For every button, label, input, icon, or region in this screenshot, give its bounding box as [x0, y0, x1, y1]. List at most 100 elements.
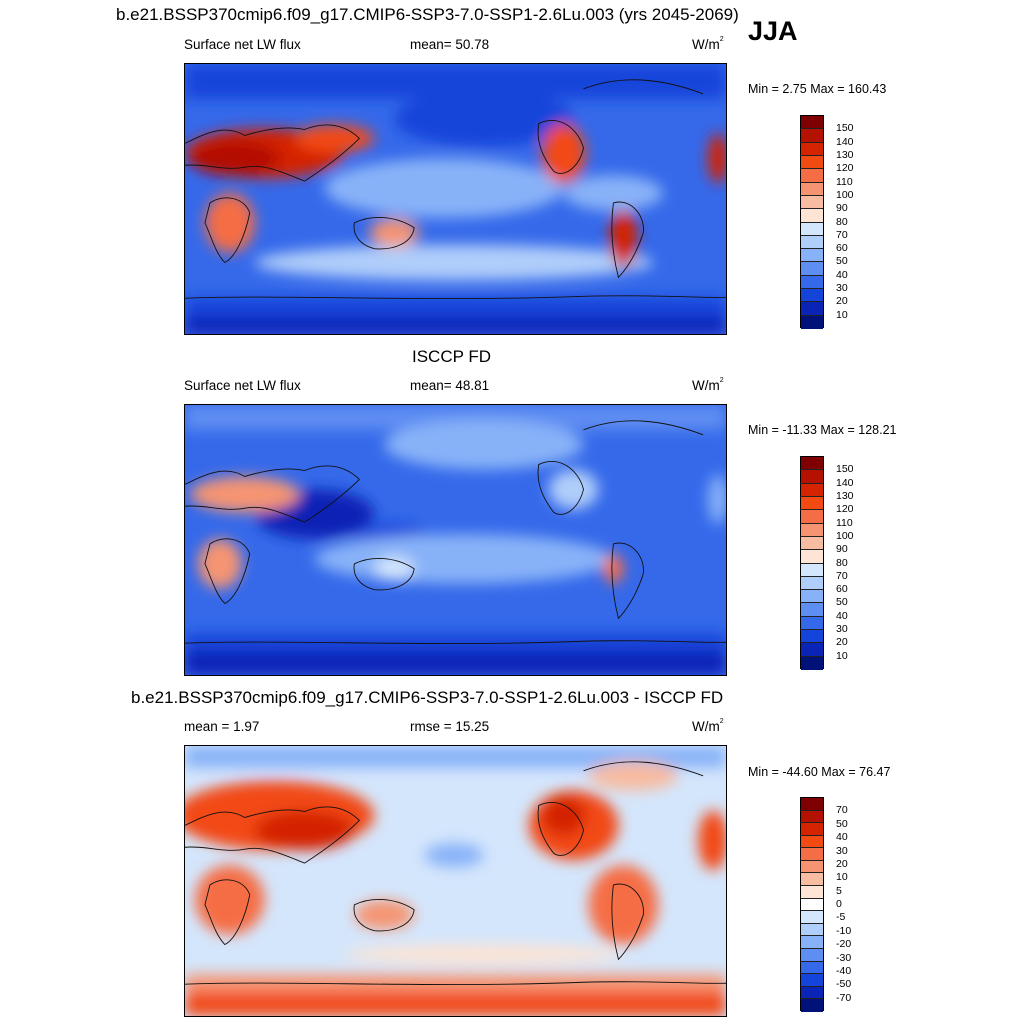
panel-3-map-canvas: [185, 746, 726, 1016]
colorbar-segment: [801, 974, 823, 987]
panel-3-minmax: Min = -44.60 Max = 76.47: [748, 765, 891, 779]
colorbar-tick-label: 40: [836, 831, 848, 844]
colorbar-segment: [801, 860, 823, 874]
colorbar-tick-label: 90: [836, 202, 848, 215]
panel-2-title: ISCCP FD: [412, 347, 492, 366]
colorbar-tick-label: 80: [836, 215, 848, 228]
colorbar-tick-label: 5: [836, 884, 842, 897]
colorbar-tick-label: 20: [836, 636, 848, 649]
panel-1-title: b.e21.BSSP370cmip6.f09_g17.CMIP6-SSP3-7.…: [116, 5, 739, 24]
colorbar-tick-label: 50: [836, 596, 848, 609]
colorbar-segment: [801, 155, 823, 170]
panel-1-map-canvas: [185, 64, 726, 334]
colorbar-segment: [801, 209, 823, 223]
colorbar-tick-label: 70: [836, 228, 848, 241]
colorbar-segment: [801, 195, 823, 210]
colorbar-segment: [801, 798, 823, 811]
colorbar-segment: [801, 911, 823, 924]
colorbar-segment: [801, 275, 823, 290]
panel-2-map: [184, 404, 727, 676]
colorbar-tick-label: 140: [836, 476, 854, 489]
colorbar-tick-label: 120: [836, 162, 854, 175]
colorbar-tick-label: 150: [836, 122, 854, 135]
colorbar-segment: [801, 823, 823, 836]
colorbar-tick-label: 20: [836, 857, 848, 870]
colorbar-segment: [801, 986, 823, 1000]
colorbar-tick-label: 100: [836, 188, 854, 201]
colorbar-segment: [801, 630, 823, 644]
colorbar-segment: [801, 550, 823, 564]
colorbar-segment: [801, 142, 823, 156]
colorbar-segment: [801, 886, 823, 899]
panel-1-mean-label: mean= 50.78: [410, 37, 490, 52]
colorbar-segment: [801, 898, 823, 912]
colorbar-segment: [801, 936, 823, 949]
colorbar-tick-label: 70: [836, 569, 848, 582]
colorbar-tick-label: 30: [836, 282, 848, 295]
season-label: JJA: [748, 16, 798, 46]
panel-2-variable-label: Surface net LW flux: [184, 378, 301, 393]
panel-3-title: b.e21.BSSP370cmip6.f09_g17.CMIP6-SSP3-7.…: [131, 688, 724, 707]
colorbar-segment: [801, 182, 823, 196]
colorbar-tick-label: -70: [836, 991, 852, 1004]
colorbar-segment: [801, 249, 823, 263]
colorbar-tick-label: 10: [836, 308, 848, 321]
panel-2-units: W/m2: [692, 377, 724, 393]
panel-2-map-canvas: [185, 405, 726, 675]
colorbar-tick-label: -5: [836, 911, 846, 924]
colorbar-tick-label: 20: [836, 295, 848, 308]
panel-2-minmax: Min = -11.33 Max = 128.21: [748, 423, 897, 437]
colorbar-segment: [801, 315, 823, 329]
colorbar-tick-label: 50: [836, 817, 848, 830]
colorbar-tick-label: -10: [836, 924, 852, 937]
colorbar-segment: [801, 923, 823, 937]
colorbar-segment: [801, 536, 823, 551]
panel-3-mean-label: mean = 1.97: [184, 719, 260, 734]
panel-3-units: W/m2: [692, 718, 724, 734]
colorbar-tick-label: 0: [836, 898, 842, 910]
colorbar-tick-label: 70: [836, 804, 848, 817]
colorbar-segment: [801, 948, 823, 962]
colorbar-tick-label: 10: [836, 649, 848, 662]
panel-2-colorbar: [800, 456, 824, 670]
panel-1-colorbar: [800, 115, 824, 329]
panel-3-rmse-label: rmse = 15.25: [410, 719, 490, 734]
colorbar-tick-label: 100: [836, 529, 854, 542]
colorbar-tick-label: 140: [836, 135, 854, 148]
colorbar-tick-label: -50: [836, 978, 852, 991]
panel-3-map: [184, 745, 727, 1017]
panel-2-mean-label: mean= 48.81: [410, 378, 490, 393]
colorbar-tick-label: 150: [836, 463, 854, 476]
colorbar-tick-label: 90: [836, 543, 848, 556]
colorbar-tick-label: 10: [836, 871, 848, 884]
panel-1-units: W/m2: [692, 36, 724, 52]
colorbar-segment: [801, 129, 823, 143]
colorbar-tick-label: 40: [836, 609, 848, 622]
colorbar-segment: [801, 302, 823, 316]
colorbar-segment: [801, 656, 823, 670]
colorbar-segment: [801, 169, 823, 183]
colorbar-tick-label: 130: [836, 489, 854, 502]
colorbar-segment: [801, 848, 823, 861]
colorbar-tick-label: 60: [836, 583, 848, 596]
colorbar-tick-label: -20: [836, 938, 852, 951]
panel-3-colorbar: [800, 797, 824, 1012]
colorbar-segment: [801, 457, 823, 471]
colorbar-tick-label: 120: [836, 503, 854, 516]
colorbar-tick-label: 40: [836, 268, 848, 281]
colorbar-segment: [801, 289, 823, 303]
colorbar-segment: [801, 235, 823, 250]
colorbar-segment: [801, 483, 823, 497]
panel-1-variable-label: Surface net LW flux: [184, 37, 301, 52]
colorbar-segment: [801, 835, 823, 849]
colorbar-segment: [801, 810, 823, 824]
colorbar-segment: [801, 523, 823, 537]
colorbar-segment: [801, 510, 823, 524]
colorbar-segment: [801, 116, 823, 130]
colorbar-tick-label: 110: [836, 175, 853, 188]
panel-1-map: [184, 63, 727, 335]
colorbar-segment: [801, 590, 823, 604]
colorbar-segment: [801, 616, 823, 631]
colorbar-segment: [801, 999, 823, 1012]
colorbar-tick-label: 60: [836, 242, 848, 255]
